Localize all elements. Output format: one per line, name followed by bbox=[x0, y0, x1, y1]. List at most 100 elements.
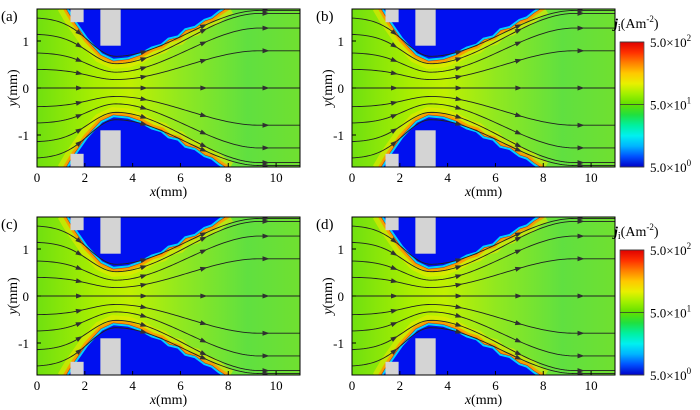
streamline-arrow bbox=[454, 57, 463, 63]
y-tick-label: 1 bbox=[338, 242, 345, 257]
panel-label: (d) bbox=[316, 217, 334, 233]
x-tick-label: 0 bbox=[349, 378, 356, 393]
panel-label: (c) bbox=[1, 217, 18, 233]
streamline-arrow bbox=[514, 58, 523, 64]
streamline-arrow bbox=[262, 353, 270, 359]
streamline-arrow bbox=[390, 114, 398, 120]
streamline-arrow bbox=[390, 322, 398, 328]
colorbar-tick-label: 5.0×100 bbox=[650, 158, 692, 175]
streamline-arrow bbox=[454, 265, 463, 271]
x-axis-label: x(mm) bbox=[149, 185, 188, 200]
electrode-large bbox=[100, 130, 121, 167]
electrode-large bbox=[415, 217, 436, 254]
x-tick-label: 10 bbox=[270, 170, 283, 185]
electrode-large bbox=[415, 130, 436, 167]
streamline-arrow bbox=[455, 96, 463, 102]
streamline-arrow bbox=[514, 232, 523, 238]
colorbar-tick-label: 5.0×101 bbox=[650, 304, 691, 321]
electrode-small bbox=[70, 153, 84, 167]
streamline-arrow bbox=[199, 142, 208, 148]
colorbar-tick-label: 5.0×101 bbox=[650, 96, 691, 113]
streamline-arrow bbox=[75, 336, 83, 342]
streamline-arrow bbox=[514, 142, 523, 148]
y-tick-label: -1 bbox=[18, 336, 29, 351]
x-tick-label: 0 bbox=[349, 170, 356, 185]
contour-field bbox=[352, 9, 615, 167]
streamline-arrow bbox=[577, 330, 585, 336]
y-tick-label: 0 bbox=[338, 289, 345, 304]
streamline-arrow bbox=[140, 293, 148, 299]
streamline-arrow bbox=[199, 24, 208, 30]
streamline-arrow bbox=[514, 249, 523, 255]
y-tick-label: 0 bbox=[23, 289, 30, 304]
streamline-arrow bbox=[455, 282, 463, 288]
streamline-arrow bbox=[140, 74, 148, 80]
streamline-arrow bbox=[262, 256, 270, 262]
streamline-arrow bbox=[390, 100, 398, 106]
streamline-arrow bbox=[455, 293, 463, 299]
contour-field bbox=[37, 9, 300, 167]
streamline-arrow bbox=[455, 74, 463, 80]
streamline-arrow bbox=[75, 140, 83, 147]
x-tick-label: 6 bbox=[177, 170, 184, 185]
streamline-arrow bbox=[262, 293, 270, 299]
streamline-arrow bbox=[75, 29, 83, 36]
streamline-arrow bbox=[514, 41, 523, 47]
streamline-arrow bbox=[577, 145, 585, 151]
streamline-arrow bbox=[75, 278, 83, 284]
colorbar-tick-label: 5.0×102 bbox=[650, 33, 691, 50]
streamline-arrow bbox=[199, 249, 208, 255]
streamline-arrow bbox=[75, 70, 83, 76]
x-tick-label: 10 bbox=[585, 378, 598, 393]
x-tick-label: 8 bbox=[540, 378, 547, 393]
streamline-arrow bbox=[390, 128, 398, 134]
y-tick-label: -1 bbox=[333, 336, 344, 351]
x-tick-label: 10 bbox=[585, 170, 598, 185]
electrode-large bbox=[100, 9, 121, 46]
streamline-arrow bbox=[140, 328, 148, 334]
colorbar-title: ji(Am-2) bbox=[612, 14, 659, 34]
streamline-arrow bbox=[262, 233, 270, 239]
streamline-arrow bbox=[75, 264, 83, 270]
streamline-arrow bbox=[75, 348, 83, 355]
streamline-arrow bbox=[455, 258, 463, 264]
streamline-arrow bbox=[140, 120, 148, 126]
streamline-arrow bbox=[514, 266, 523, 272]
y-tick-label: 1 bbox=[23, 34, 30, 49]
streamline-arrow bbox=[75, 237, 83, 244]
streamline-arrow bbox=[139, 321, 148, 327]
y-tick-label: -1 bbox=[18, 128, 29, 143]
streamline-arrow bbox=[262, 25, 270, 31]
electrode-large bbox=[415, 338, 436, 375]
y-tick-label: -1 bbox=[333, 128, 344, 143]
electrode-small bbox=[385, 217, 399, 231]
streamline-arrow bbox=[390, 348, 398, 355]
streamline-arrow bbox=[390, 42, 398, 48]
x-axis-label: x(mm) bbox=[464, 185, 503, 200]
streamline-arrow bbox=[514, 129, 523, 135]
streamline-arrow bbox=[455, 312, 463, 318]
streamline-arrow bbox=[577, 10, 585, 16]
x-axis-label: x(mm) bbox=[464, 393, 503, 408]
streamline-arrow bbox=[262, 371, 270, 375]
streamline-arrow bbox=[199, 266, 208, 272]
streamline-arrow bbox=[390, 250, 398, 256]
colorbar-title: ji(Am-2) bbox=[612, 222, 659, 242]
x-tick-label: 0 bbox=[34, 170, 41, 185]
streamline-arrow bbox=[75, 322, 83, 328]
streamline-arrow bbox=[514, 28, 523, 34]
streamline-arrow bbox=[577, 233, 585, 239]
contour-field bbox=[352, 217, 615, 375]
streamline-arrow bbox=[75, 128, 83, 134]
contour-field bbox=[37, 217, 300, 375]
streamline-arrow bbox=[199, 350, 208, 356]
streamline-arrow bbox=[515, 85, 523, 91]
streamline-arrow bbox=[75, 56, 83, 62]
streamline-arrow bbox=[76, 85, 84, 91]
colorbar: ji(Am-2)5.0×102 5.0×101 5.0×100 bbox=[612, 222, 692, 383]
streamline-arrow bbox=[455, 50, 463, 56]
streamline-arrow bbox=[455, 104, 463, 110]
x-tick-label: 4 bbox=[444, 170, 451, 185]
streamline-arrow bbox=[455, 304, 463, 310]
